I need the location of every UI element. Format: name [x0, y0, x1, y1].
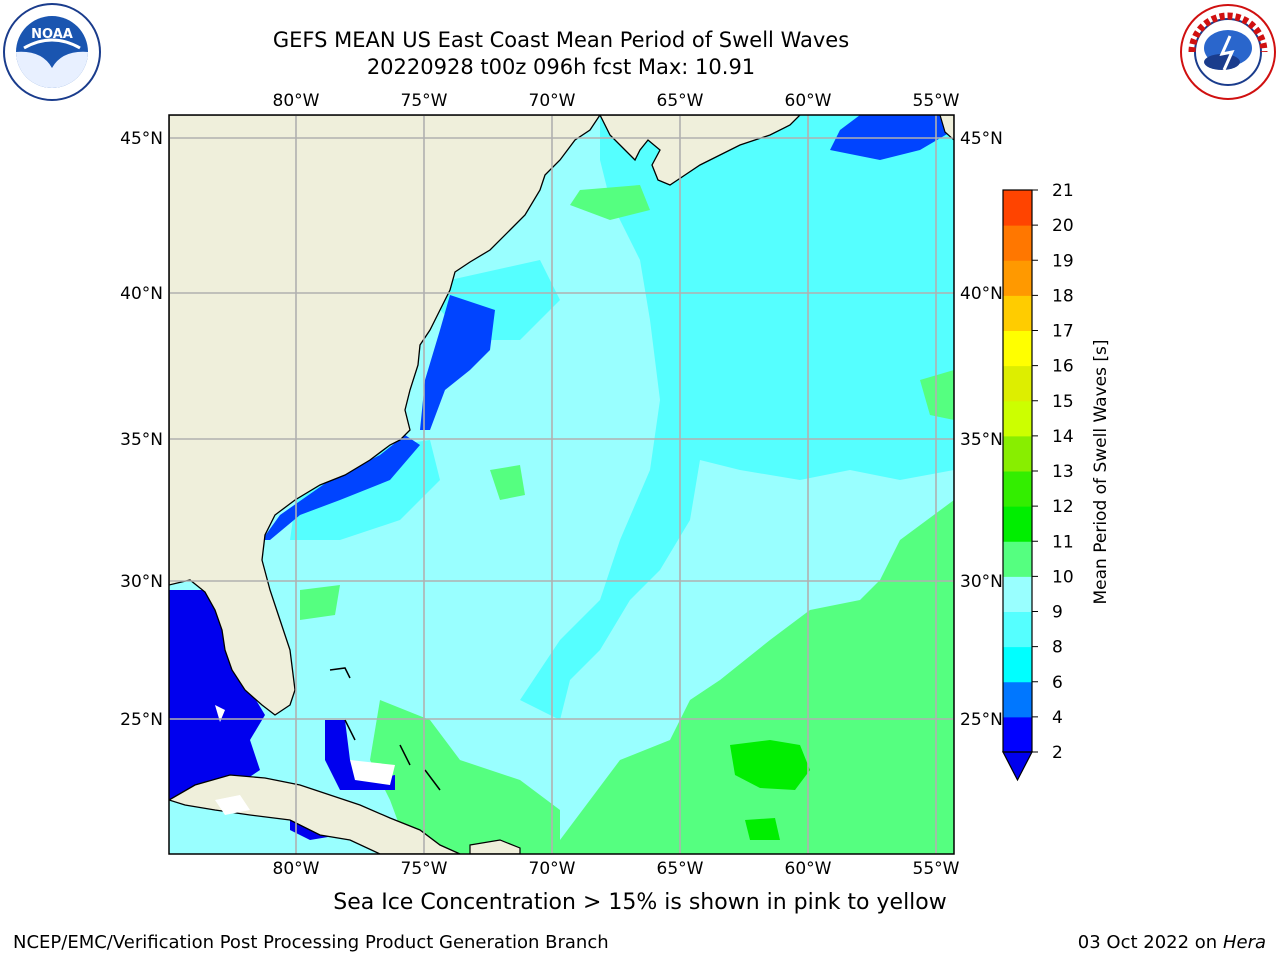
lon-label-bottom: 80°W	[273, 859, 320, 879]
colorbar-tick-label: 17	[1052, 322, 1074, 342]
footer-host: Hera	[1222, 932, 1266, 953]
colorbar-tick-label: 6	[1052, 673, 1063, 693]
colorbar-tick-label: 13	[1052, 462, 1074, 482]
colorbar-tick-label: 10	[1052, 567, 1074, 587]
colorbar-tick-label: 21	[1052, 181, 1074, 201]
lon-label-bottom: 55°W	[913, 859, 960, 879]
swell-zone-9-10-caribbean	[370, 700, 560, 854]
swell-zone-2-4-carolina	[262, 435, 420, 540]
colorbar-swatch	[1003, 400, 1032, 437]
lon-label-top: 70°W	[529, 91, 576, 111]
colorbar-swatch	[1003, 681, 1032, 718]
lat-label-left: 35°N	[120, 430, 163, 450]
swell-zone-9-10-patch-center	[490, 465, 525, 500]
swell-zone-0-2-gulf	[169, 590, 265, 800]
colorbar-tick-label: 12	[1052, 497, 1074, 517]
swell-zone-10-11-small	[745, 818, 780, 840]
colorbar-swatch	[1003, 190, 1032, 226]
nws-logo	[1178, 2, 1278, 102]
colorbar-tick-label: 18	[1052, 286, 1074, 306]
colorbar-label: Mean Period of Swell Waves [s]	[1091, 340, 1111, 605]
svg-text:NOAA: NOAA	[31, 27, 73, 42]
swell-zone-9-10-patch-west	[300, 585, 340, 620]
colorbar-swatch	[1003, 330, 1032, 367]
land-bahamas-island	[344, 719, 356, 741]
lat-label-right: 30°N	[960, 572, 1003, 592]
lat-label-right: 45°N	[960, 129, 1003, 149]
colorbar-tick-label: 8	[1052, 638, 1063, 658]
colorbar-swatch	[1003, 225, 1032, 261]
colorbar-tick-label: 14	[1052, 427, 1074, 447]
colorbar-tick-label: 11	[1052, 532, 1074, 552]
swell-zone-10-11	[730, 740, 810, 790]
sea-ice-note-text: Sea Ice Concentration > 15% is shown in …	[333, 890, 947, 915]
footer-right: 03 Oct 2022 on Hera	[1078, 932, 1266, 953]
land-bahamas-island	[329, 667, 351, 679]
sea-ice-note: Sea Ice Concentration > 15% is shown in …	[0, 890, 1280, 915]
lat-label-left: 45°N	[120, 129, 163, 149]
lon-label-bottom: 60°W	[785, 859, 832, 879]
lon-label-bottom: 65°W	[657, 859, 704, 879]
colorbar-swatch	[1003, 260, 1032, 296]
chart-subtitle: 20220928 t00z 096h fcst Max: 10.91	[366, 55, 756, 79]
colorbar-swatch	[1003, 506, 1032, 542]
land-maritimes	[599, 115, 801, 186]
colorbar-swatch	[1003, 716, 1032, 753]
colorbar-swatch	[1003, 435, 1032, 472]
lon-label-top: 60°W	[785, 91, 832, 111]
nodata-patch	[215, 705, 225, 722]
colorbar-swatch	[1003, 471, 1032, 507]
land-bahamas-island	[399, 744, 411, 766]
colorbar-swatch	[1003, 365, 1032, 402]
colorbar-tick-label: 2	[1052, 743, 1063, 763]
colorbar-tick-label: 19	[1052, 251, 1074, 271]
land-cuba	[169, 774, 461, 854]
lon-label-bottom: 75°W	[401, 859, 448, 879]
lon-label-bottom: 70°W	[529, 859, 576, 879]
lon-label-top: 80°W	[273, 91, 320, 111]
colorbar-tick-label: 20	[1052, 216, 1074, 236]
colorbar-under-triangle	[1002, 751, 1033, 782]
lat-label-right: 40°N	[960, 284, 1003, 304]
lat-label-left: 25°N	[120, 710, 163, 730]
lat-label-left: 30°N	[120, 572, 163, 592]
map-frame	[168, 114, 955, 855]
colorbar-tick-label: 9	[1052, 603, 1063, 623]
map-gridlines	[169, 115, 954, 854]
colorbar-swatch	[1003, 541, 1032, 577]
lat-label-right: 35°N	[960, 430, 1003, 450]
lon-label-top: 55°W	[913, 91, 960, 111]
land-bahamas-island	[424, 769, 441, 791]
swell-zone-6-8	[520, 115, 954, 720]
lat-label-right: 25°N	[960, 710, 1003, 730]
chart-title: GEFS MEAN US East Coast Mean Period of S…	[272, 28, 850, 52]
land-newfoundland-edge	[939, 115, 954, 141]
noaa-logo: NOAA	[2, 2, 102, 102]
colorbar-swatch	[1003, 295, 1032, 331]
swell-zone-9-10-southeast	[560, 500, 954, 854]
lat-label-left: 40°N	[120, 284, 163, 304]
swell-zone-9-10-patch-east	[920, 370, 954, 420]
colorbar-swatch	[1003, 576, 1032, 612]
lon-label-top: 75°W	[401, 91, 448, 111]
land-hispaniola	[469, 839, 521, 854]
swell-zone-0-2-bahamas	[325, 720, 395, 790]
colorbar-tick-label: 4	[1052, 708, 1063, 728]
colorbar-swatch	[1003, 646, 1032, 683]
colorbar: 2 4 6 8 9 10 11 12 13 14 15 16 17 18 19 20 21	[1002, 181, 1074, 782]
nodata-patch	[215, 795, 250, 815]
colorbar-tick-label: 15	[1052, 392, 1074, 412]
colorbar-tick-label: 16	[1052, 357, 1074, 377]
footer-left: NCEP/EMC/Verification Post Processing Pr…	[13, 932, 609, 953]
map-plot-area	[169, 115, 954, 854]
nodata-patch	[350, 760, 395, 785]
colorbar-swatch	[1003, 611, 1032, 648]
swell-zone-9-10-patch-north	[570, 185, 650, 220]
footer-date: 03 Oct 2022 on	[1077, 932, 1223, 953]
land-us-east-coast	[169, 115, 601, 716]
lon-label-top: 65°W	[657, 91, 704, 111]
swell-zone-2-4-midatlantic	[420, 295, 495, 430]
